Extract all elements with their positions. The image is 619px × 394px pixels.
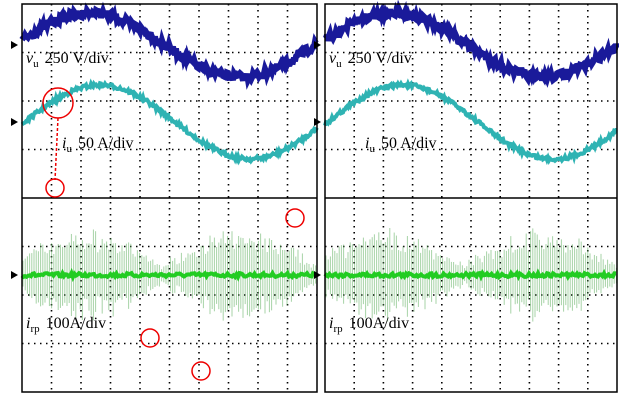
- current-trace: [325, 273, 616, 277]
- level-marker: [11, 41, 18, 49]
- channel-scale: 250 V/div: [348, 50, 412, 67]
- level-marker: [11, 271, 18, 279]
- channel-scale: 50 A/div: [381, 135, 437, 152]
- figure: vu250 V/diviu50 A/divirp100A/divvu250 V/…: [0, 0, 619, 394]
- channel-scale: 250 V/div: [45, 50, 109, 67]
- level-marker: [11, 118, 18, 126]
- channel-subscript: rp: [30, 323, 40, 335]
- channel-subscript: u: [66, 143, 72, 155]
- channel-subscript: u: [336, 58, 342, 70]
- channel-subscript: u: [369, 143, 375, 155]
- channel-scale: 100A/div: [349, 315, 409, 332]
- channel-scale: 100A/div: [46, 315, 106, 332]
- channel-subscript: u: [33, 58, 39, 70]
- channel-scale: 50 A/div: [78, 135, 134, 152]
- channel-subscript: rp: [333, 323, 343, 335]
- current-trace: [22, 273, 316, 277]
